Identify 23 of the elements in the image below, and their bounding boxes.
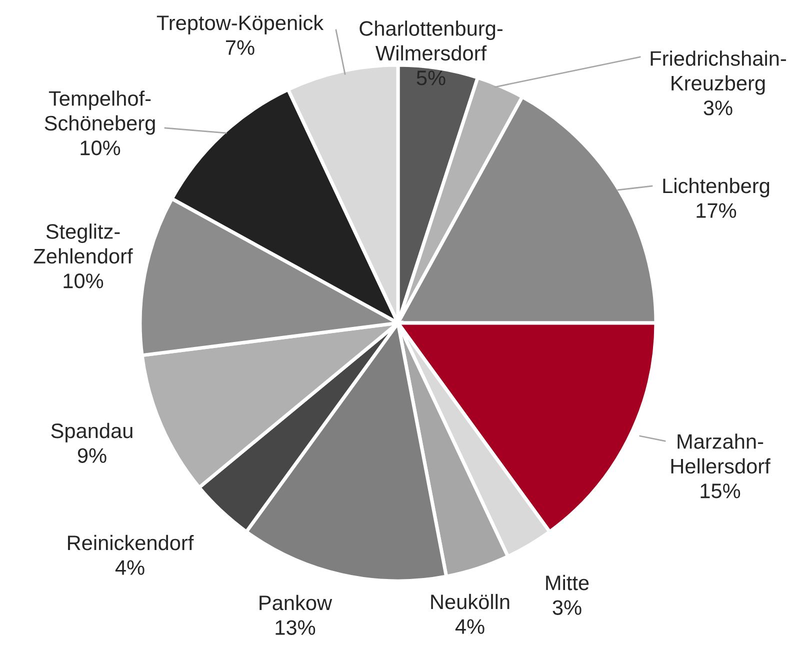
data-label: 4% bbox=[115, 560, 144, 575]
data-label: 13% bbox=[276, 620, 316, 635]
slice-label: Treptow-Köpenick bbox=[156, 14, 324, 34]
slice-label: Marzahn-Hellersdorf bbox=[671, 434, 770, 474]
data-label: 9% bbox=[78, 448, 106, 463]
data-label: 15% bbox=[700, 484, 740, 498]
data-label: 7% bbox=[226, 40, 254, 55]
slice-label: Mitte bbox=[546, 574, 589, 590]
slice-label: Neukölln bbox=[431, 594, 510, 610]
data-label: 10% bbox=[80, 140, 120, 156]
slice-label: Tempelhof-Schöneberg bbox=[44, 90, 155, 135]
data-label: 3% bbox=[552, 600, 582, 615]
slice-label: Charlottenburg-Wilmersdorf bbox=[360, 20, 502, 61]
slice-label: Friedrichshain-Kreuzberg bbox=[650, 50, 786, 95]
slice-label: Spandau bbox=[51, 422, 132, 442]
data-label: 3% bbox=[704, 100, 732, 116]
slice-label: Reinickendorf bbox=[68, 534, 194, 550]
data-label: 10% bbox=[64, 274, 104, 288]
slice-label: Lichtenberg bbox=[663, 178, 770, 198]
slice-label: Pankow bbox=[260, 594, 332, 610]
data-label: 17% bbox=[696, 203, 736, 218]
slice-label: Steglitz-Zehlendorf bbox=[34, 224, 133, 264]
data-label: 4% bbox=[455, 619, 484, 634]
